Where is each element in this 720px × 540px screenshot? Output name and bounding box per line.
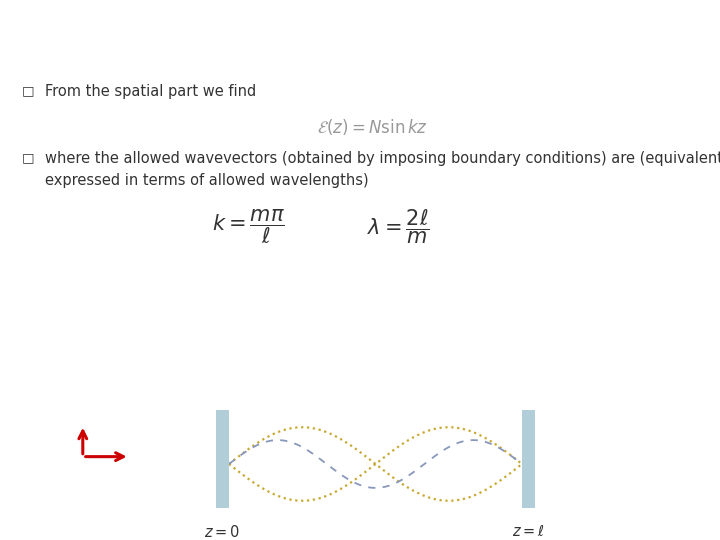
Text: $\mathcal{E}(z) = N\sin kz$: $\mathcal{E}(z) = N\sin kz$ [317, 117, 428, 137]
Text: $z=\ell$: $z=\ell$ [512, 524, 545, 539]
Text: Optical resonators – resonances, finesse, loss rate etc: Optical resonators – resonances, finesse… [13, 16, 575, 36]
Text: $k=\dfrac{m\pi}{\ell}$: $k=\dfrac{m\pi}{\ell}$ [212, 207, 285, 246]
Text: $z=0$: $z=0$ [204, 524, 240, 540]
Text: where the allowed wavevectors (obtained by imposing boundary conditions) are (eq: where the allowed wavevectors (obtained … [45, 151, 720, 166]
Text: $\lambda=\dfrac{2\ell}{m}$: $\lambda=\dfrac{2\ell}{m}$ [367, 207, 430, 246]
Bar [522, 410, 535, 508]
Bar [216, 410, 229, 508]
Text: From the spatial part we find: From the spatial part we find [45, 84, 256, 99]
Text: expressed in terms of allowed wavelengths): expressed in terms of allowed wavelength… [45, 173, 368, 188]
Text: □: □ [22, 84, 34, 97]
Text: □: □ [22, 151, 34, 164]
